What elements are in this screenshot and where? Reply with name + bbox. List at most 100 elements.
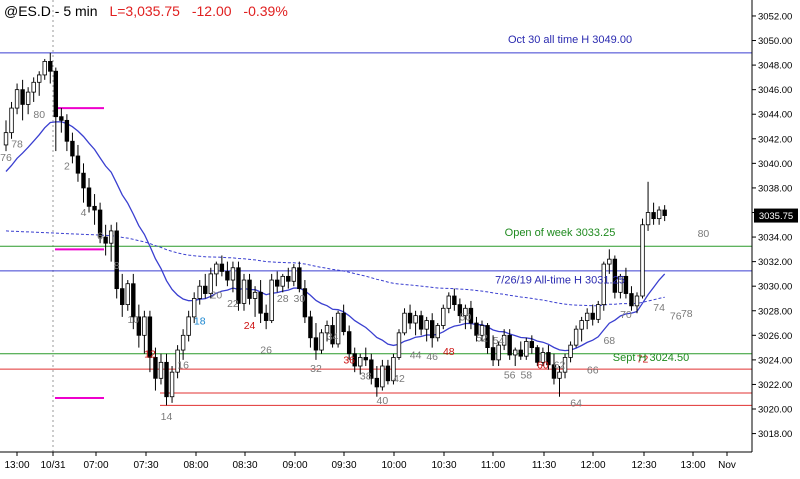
candle-down [219,263,225,272]
candle-down [457,304,463,317]
candle-down [308,316,313,339]
candle-down [623,275,629,294]
candle-down [75,155,81,174]
candle-up [557,371,562,379]
symbol-label: @ES.D - 5 min [4,3,98,19]
time-tick-label: 09:30 [331,460,356,471]
candle-down [225,271,230,281]
candle-down [297,267,302,290]
candle-down [352,353,357,367]
candle-up [3,132,9,146]
candle-down [330,325,335,345]
candle-up [252,291,258,299]
time-tick-label: 11:00 [481,460,506,471]
candle-down [136,316,142,336]
candle-down [258,291,263,314]
candle-up [269,279,274,321]
bar-count-label: 8 [114,260,120,272]
candle-up [501,334,507,346]
bar-count-label: 14 [161,411,173,423]
candle-down [346,331,352,355]
candle-up [208,273,213,294]
candle-up [607,258,612,265]
candle-down [651,212,656,220]
candle-up [656,209,662,220]
candle-down [363,357,368,361]
candle-up [463,307,468,317]
bar-count-label: 18 [194,315,206,327]
candle-up [169,371,175,398]
bar-count-label: 76 [0,152,12,164]
last-price-box-label: 3035.75 [759,211,793,222]
bar-count-label: 68 [603,335,615,347]
price-tick-label: 3022.00 [758,380,792,391]
bar-count-label: 38 [360,371,372,383]
candle-down [97,209,103,238]
candle-down [53,70,59,118]
bar-count-label: 48 [443,346,455,358]
candle-down [551,364,557,379]
candle-up [596,304,601,320]
candle-up [31,81,36,93]
bar-count-label: 6 [97,231,103,243]
level-annotation: Oct 30 all time H 3049.00 [508,34,632,46]
candle-up [125,283,130,306]
candle-up [186,316,191,336]
candle-down [612,258,618,293]
candle-up [37,74,42,83]
bar-count-label: 30 [294,293,306,305]
bar-count-label: 16 [177,359,189,371]
candle-down [535,347,540,363]
candle-down [48,61,53,72]
price-tick-label: 3040.00 [758,159,792,170]
candle-up [402,312,407,334]
candle-up [358,357,363,367]
candle-up [424,320,429,330]
time-tick-label: 08:00 [183,460,208,471]
bar-count-label: 20 [210,289,222,301]
candle-down [507,334,512,356]
level-annotation: Sept H 3024.50 [613,352,689,364]
price-tick-label: 3038.00 [758,183,792,194]
candle-up [14,89,20,109]
candle-down [120,288,125,306]
candle-down [153,357,158,379]
candle-down [263,312,269,321]
candle-down [341,312,346,333]
candle-up [42,61,47,76]
candle-up [441,307,446,326]
candle-down [81,172,86,189]
bar-count-label: 28 [277,293,289,305]
price-tick-label: 3052.00 [758,11,792,22]
candle-up [319,332,324,351]
candle-up [584,312,590,321]
bar-count-label: 78 [681,308,693,320]
candle-up [214,263,219,275]
bar-count-label: 24 [244,320,256,332]
candle-up [175,349,180,373]
candle-down [407,312,413,324]
candle-up [197,285,202,299]
bar-count-label: 54 [493,335,505,347]
bar-count-label: 44 [410,350,422,362]
candle-up [640,224,645,297]
candle-down [164,361,169,398]
change-pct-label: -0.39% [243,3,287,19]
last-price-box [754,208,798,223]
bar-count-label: 4 [81,207,87,219]
bar-count-label: 74 [653,302,665,314]
candle-up [380,365,385,388]
bar-count-label: 60 [537,359,549,371]
bar-count-label: 56 [504,369,516,381]
bar-count-label: 72 [637,353,649,365]
time-tick-label: 10:00 [381,460,406,471]
candle-up [391,357,396,382]
candle-up [645,212,651,226]
bar-count-label: 34 [327,331,339,343]
header-line: @ES.D - 5 min L=3,035.75 -12.00 -0.39% [4,3,288,19]
change-label: -12.00 [192,3,232,19]
bar-count-label: 66 [587,364,599,376]
bar-count-label: 32 [310,363,322,375]
candle-down [546,352,551,366]
candle-up [142,316,147,336]
